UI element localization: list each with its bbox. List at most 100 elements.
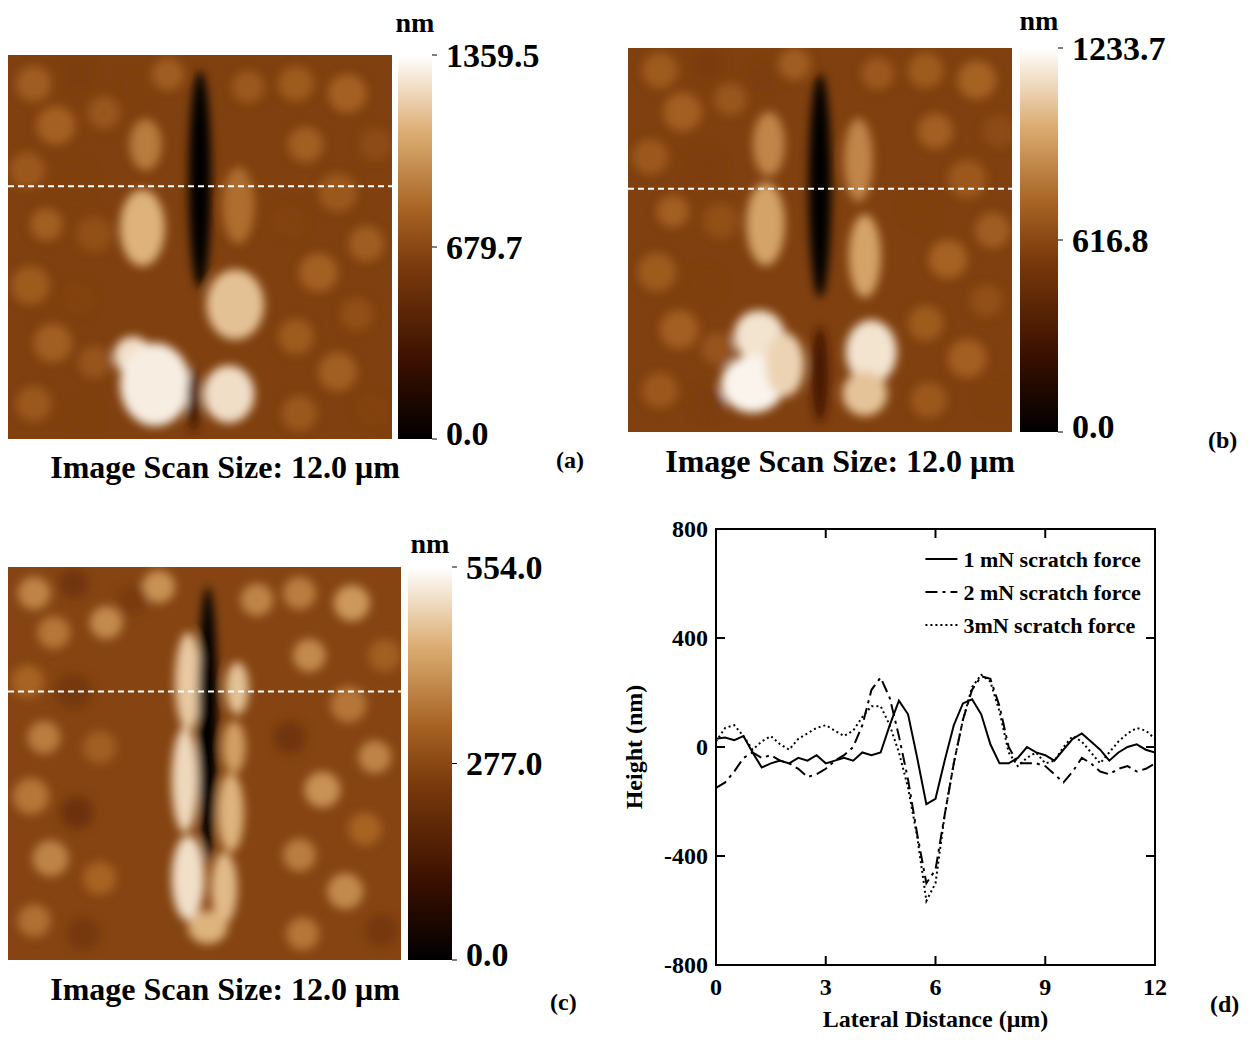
grain [90, 606, 123, 639]
legend-label: 3mN scratch force [963, 613, 1135, 638]
grain [16, 386, 51, 421]
grain [67, 917, 100, 950]
grain [37, 106, 75, 144]
scratch-feature [172, 836, 205, 921]
scratch-feature [189, 71, 211, 289]
grain [83, 862, 116, 895]
colorbar-tick-label: 1359.5 [446, 37, 540, 74]
scratch-feature [218, 773, 244, 852]
grain [703, 203, 738, 238]
legend-swatch [925, 558, 957, 560]
grain [778, 48, 810, 80]
grain [278, 66, 313, 101]
grain [304, 772, 340, 808]
legend-swatch [925, 624, 957, 626]
grain [241, 583, 274, 616]
x-tick-label: 6 [930, 974, 942, 1000]
panel-letter: (c) [550, 989, 577, 1015]
grain [908, 53, 943, 88]
colorbar-tick [1058, 48, 1063, 49]
caption: Image Scan Size: 12.0 μm [665, 443, 1015, 479]
grain [13, 778, 49, 814]
y-tick-label: 400 [672, 625, 708, 651]
grain [286, 917, 319, 950]
grain [56, 161, 94, 199]
grain [318, 173, 356, 211]
scratch-feature [226, 662, 249, 714]
colorbar-tick [452, 763, 457, 764]
series-line [716, 676, 1155, 883]
y-tick [716, 855, 725, 857]
grain [293, 639, 326, 672]
grain [327, 873, 363, 909]
grain [948, 160, 986, 198]
colorbar-tick-label: 679.7 [446, 229, 523, 266]
grain [663, 93, 701, 131]
colorbar [408, 567, 452, 960]
grain [360, 129, 392, 161]
grain [657, 195, 689, 227]
caption: Image Scan Size: 12.0 μm [50, 449, 400, 485]
colorbar-tick [452, 960, 457, 961]
scratch-feature [809, 74, 831, 298]
grain [11, 266, 49, 304]
grain [274, 205, 306, 237]
x-axis-title: Lateral Distance (μm) [823, 1006, 1049, 1032]
grain [349, 226, 384, 261]
scratch-feature [766, 333, 804, 397]
y-tick [716, 746, 725, 748]
colorbar-tick [432, 55, 437, 56]
grain [60, 796, 93, 829]
colorbar [1020, 48, 1058, 432]
grain [983, 115, 1012, 147]
grain [152, 58, 184, 90]
panel-letter: (a) [556, 447, 584, 473]
grain [83, 731, 116, 764]
profile-line [8, 690, 401, 692]
grain [357, 394, 389, 426]
y-tick [1146, 855, 1155, 857]
colorbar-tick [1058, 240, 1063, 241]
scratch-feature [130, 119, 162, 170]
grain [349, 813, 382, 846]
surface-features [11, 569, 401, 951]
legend-label: 2 mN scratch force [963, 580, 1141, 605]
grain [283, 577, 316, 610]
x-tick-label: 9 [1039, 974, 1051, 1000]
grain [714, 83, 746, 115]
colorbar-tick [1058, 432, 1063, 433]
scratch-feature [753, 112, 785, 176]
grain [958, 61, 996, 99]
grain [318, 353, 356, 391]
caption: Image Scan Size: 12.0 μm [50, 971, 400, 1007]
x-tick [1044, 956, 1046, 965]
grain [908, 306, 943, 341]
base-surface [8, 55, 392, 439]
x-tick [825, 529, 827, 538]
y-tick-label: -400 [664, 843, 708, 869]
grain [16, 66, 51, 101]
legend-label: 1 mN scratch force [963, 547, 1141, 572]
y-tick [716, 637, 725, 639]
grain [18, 904, 51, 937]
scratch-feature [223, 721, 246, 773]
panel-letter: (d) [1210, 991, 1239, 1017]
scratch-feature [187, 369, 200, 433]
grain [642, 53, 677, 88]
profile-line [628, 188, 1012, 190]
grain [975, 213, 1010, 248]
grain [62, 58, 94, 90]
plot-lines [716, 675, 1155, 901]
x-tick-label: 0 [710, 974, 722, 1000]
grain [638, 253, 676, 291]
grain [77, 217, 112, 252]
base-surface [628, 48, 1012, 432]
surface-features [633, 48, 1012, 422]
grain [299, 253, 337, 291]
grain [37, 616, 70, 649]
scratch-feature [842, 371, 887, 416]
grain [358, 741, 391, 774]
grain [62, 282, 94, 314]
colorbar-tick [432, 439, 437, 440]
y-tick-label: 0 [696, 734, 708, 760]
